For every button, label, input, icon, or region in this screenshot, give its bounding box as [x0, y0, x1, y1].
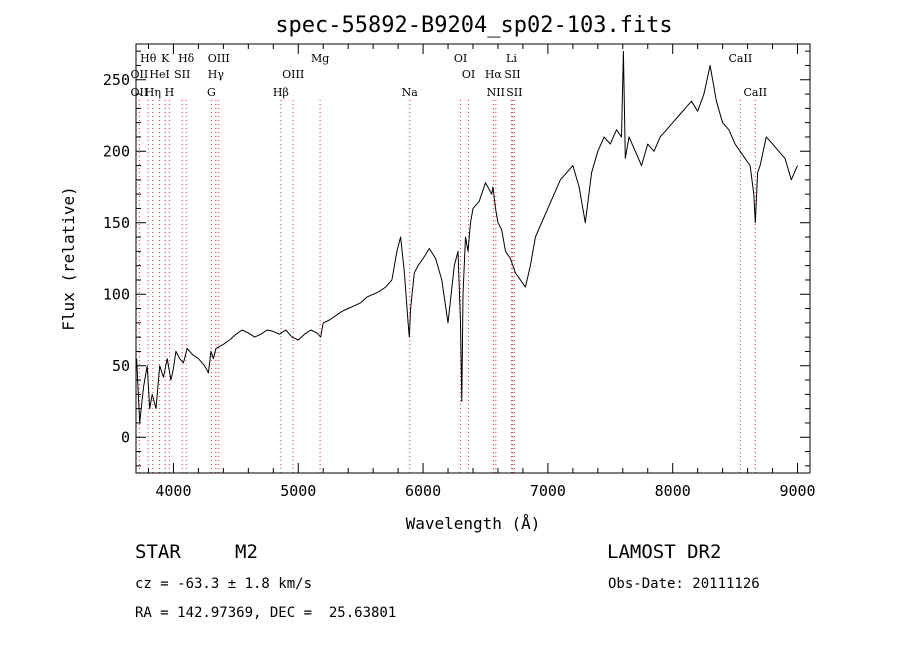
line-marker-label: SII [174, 68, 190, 81]
chart-title: spec-55892-B9204_sp02-103.fits [275, 13, 672, 38]
x-tick-label: 8000 [655, 482, 691, 500]
plot-frame [135, 43, 811, 474]
x-tick-label: 7000 [530, 482, 566, 500]
axis-ticks: 4000 5000 6000 7000 8000 9000 0 50 100 150 200 250 [103, 44, 816, 500]
y-tick-label: 50 [112, 357, 130, 375]
line-marker-label: K [161, 52, 170, 65]
line-marker-label: NII [487, 86, 505, 99]
line-marker-label: OI [462, 68, 475, 81]
x-tick-label: 6000 [405, 482, 441, 500]
y-tick-label: 100 [103, 285, 130, 303]
y-tick-label: 200 [103, 142, 130, 160]
survey-name: LAMOST DR2 [607, 541, 722, 563]
object-class: STAR [135, 541, 181, 563]
line-marker-label: CaII [743, 86, 767, 99]
line-marker-label: Mg [311, 52, 329, 65]
y-tick-label: 150 [103, 214, 130, 232]
line-marker-label: Hα [485, 68, 503, 81]
line-marker-label: OIII [282, 68, 304, 81]
redshift-value: cz = -63.3 ± 1.8 km/s [135, 576, 313, 592]
line-marker-label: Hθ [140, 52, 157, 65]
line-marker-label: Li [506, 52, 517, 65]
spectrum-line [136, 50, 798, 424]
line-marker-label: Hγ [208, 68, 225, 81]
x-tick-label: 5000 [280, 482, 316, 500]
sky-coordinates: RA = 142.97369, DEC = 25.63801 [135, 605, 397, 621]
x-tick-label: 9000 [779, 482, 815, 500]
line-marker-label: Na [402, 86, 419, 99]
x-axis-label: Wavelength (Å) [406, 514, 541, 533]
line-marker-label: SII [506, 86, 522, 99]
line-marker-label: Hη [145, 86, 161, 99]
line-marker-label: Hβ [273, 86, 289, 99]
x-tick-label: 4000 [155, 482, 191, 500]
line-marker-label: OI [454, 52, 467, 65]
line-marker-label: OIII [208, 52, 230, 65]
y-tick-label: 250 [103, 71, 130, 89]
line-marker-label: OII [131, 86, 149, 99]
object-subclass: M2 [235, 541, 258, 563]
y-tick-label: 0 [121, 428, 130, 446]
line-marker-label: G [207, 86, 216, 99]
y-axis-label: Flux (relative) [59, 186, 78, 331]
line-marker-label: OII [131, 68, 149, 81]
observation-date: Obs-Date: 20111126 [608, 576, 760, 592]
line-marker-label: Hδ [178, 52, 195, 65]
line-marker-label: CaII [729, 52, 753, 65]
spectrum-series [136, 50, 798, 424]
line-marker-label: SII [504, 68, 520, 81]
line-marker-label: HeI [149, 68, 169, 81]
line-marker-label: H [165, 86, 175, 99]
